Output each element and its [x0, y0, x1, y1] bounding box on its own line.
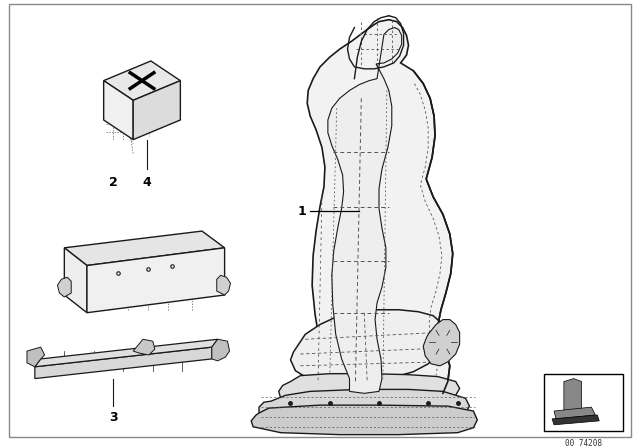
Text: 00 74208: 00 74208	[565, 439, 602, 448]
Polygon shape	[58, 277, 71, 297]
Polygon shape	[554, 407, 595, 419]
Polygon shape	[251, 405, 477, 435]
Polygon shape	[328, 27, 402, 393]
Polygon shape	[133, 81, 180, 140]
Polygon shape	[259, 389, 470, 425]
Polygon shape	[133, 339, 155, 355]
Polygon shape	[104, 81, 133, 140]
Text: 4: 4	[143, 177, 151, 190]
Polygon shape	[278, 374, 460, 405]
Text: 3: 3	[109, 411, 118, 424]
Polygon shape	[27, 347, 45, 367]
Polygon shape	[307, 20, 452, 401]
Polygon shape	[212, 339, 230, 361]
Polygon shape	[291, 310, 445, 383]
Polygon shape	[104, 61, 180, 100]
Polygon shape	[65, 231, 225, 266]
Polygon shape	[423, 319, 460, 366]
Polygon shape	[87, 248, 225, 313]
Polygon shape	[217, 276, 230, 295]
Polygon shape	[552, 415, 599, 425]
Text: 2: 2	[109, 177, 118, 190]
Polygon shape	[65, 248, 87, 313]
Polygon shape	[35, 347, 212, 379]
Polygon shape	[564, 379, 582, 415]
Bar	[544, 374, 623, 431]
Polygon shape	[35, 339, 218, 367]
Text: 1: 1	[298, 205, 306, 218]
